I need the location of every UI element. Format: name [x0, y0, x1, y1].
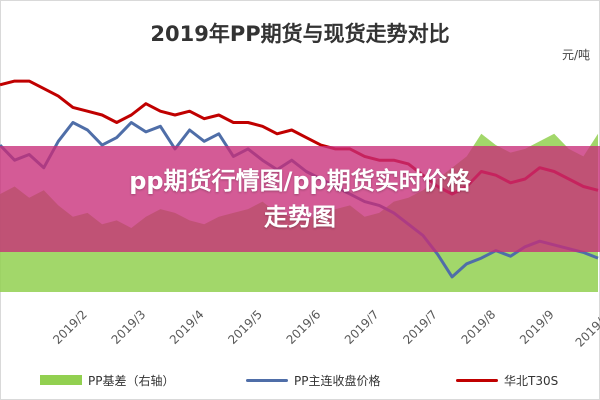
- x-tick-label: 2019/4: [167, 307, 207, 347]
- legend-label-spot: 华北T30S: [504, 373, 559, 388]
- x-tick-label: 2019/7: [400, 307, 440, 347]
- unit-label: 元/吨: [561, 48, 590, 62]
- legend-label-futures: PP主连收盘价格: [294, 373, 381, 388]
- chart-title: 2019年PP期货与现货走势对比: [150, 22, 450, 46]
- x-tick-label: 2019/5: [225, 307, 265, 347]
- legend-swatch-basis: [40, 375, 82, 385]
- legend-item-futures: PP主连收盘价格: [246, 368, 380, 392]
- x-tick-label: 2019/3: [109, 307, 149, 347]
- caption-line-2: 走势图: [264, 203, 336, 231]
- x-tick-label: 2019/9: [517, 307, 557, 347]
- chart-legend: PP基差（右轴） PP主连收盘价格 华北T30S: [0, 368, 600, 392]
- x-axis-ticks: 2019/2 2019/3 2019/4 2019/5 2019/6 2019/7 2019…: [50, 305, 600, 350]
- x-tick-label: 2019/6: [284, 307, 324, 347]
- caption-line-1: pp期货行情图/pp期货实时价格: [129, 167, 471, 195]
- legend-label-basis: PP基差（右轴）: [88, 373, 175, 388]
- x-tick-label: 2019/2: [50, 307, 90, 347]
- legend-item-spot: 华北T30S: [456, 368, 558, 392]
- x-tick-label: 2019/8: [459, 307, 499, 347]
- legend-swatch-futures: [246, 378, 288, 382]
- x-tick-label: 2019/10: [573, 305, 600, 350]
- legend-item-basis: PP基差（右轴）: [40, 368, 174, 392]
- caption-overlay-band: pp期货行情图/pp期货实时价格 走势图: [0, 146, 600, 252]
- legend-swatch-spot: [456, 378, 498, 382]
- x-tick-label: 2019/7: [342, 307, 382, 347]
